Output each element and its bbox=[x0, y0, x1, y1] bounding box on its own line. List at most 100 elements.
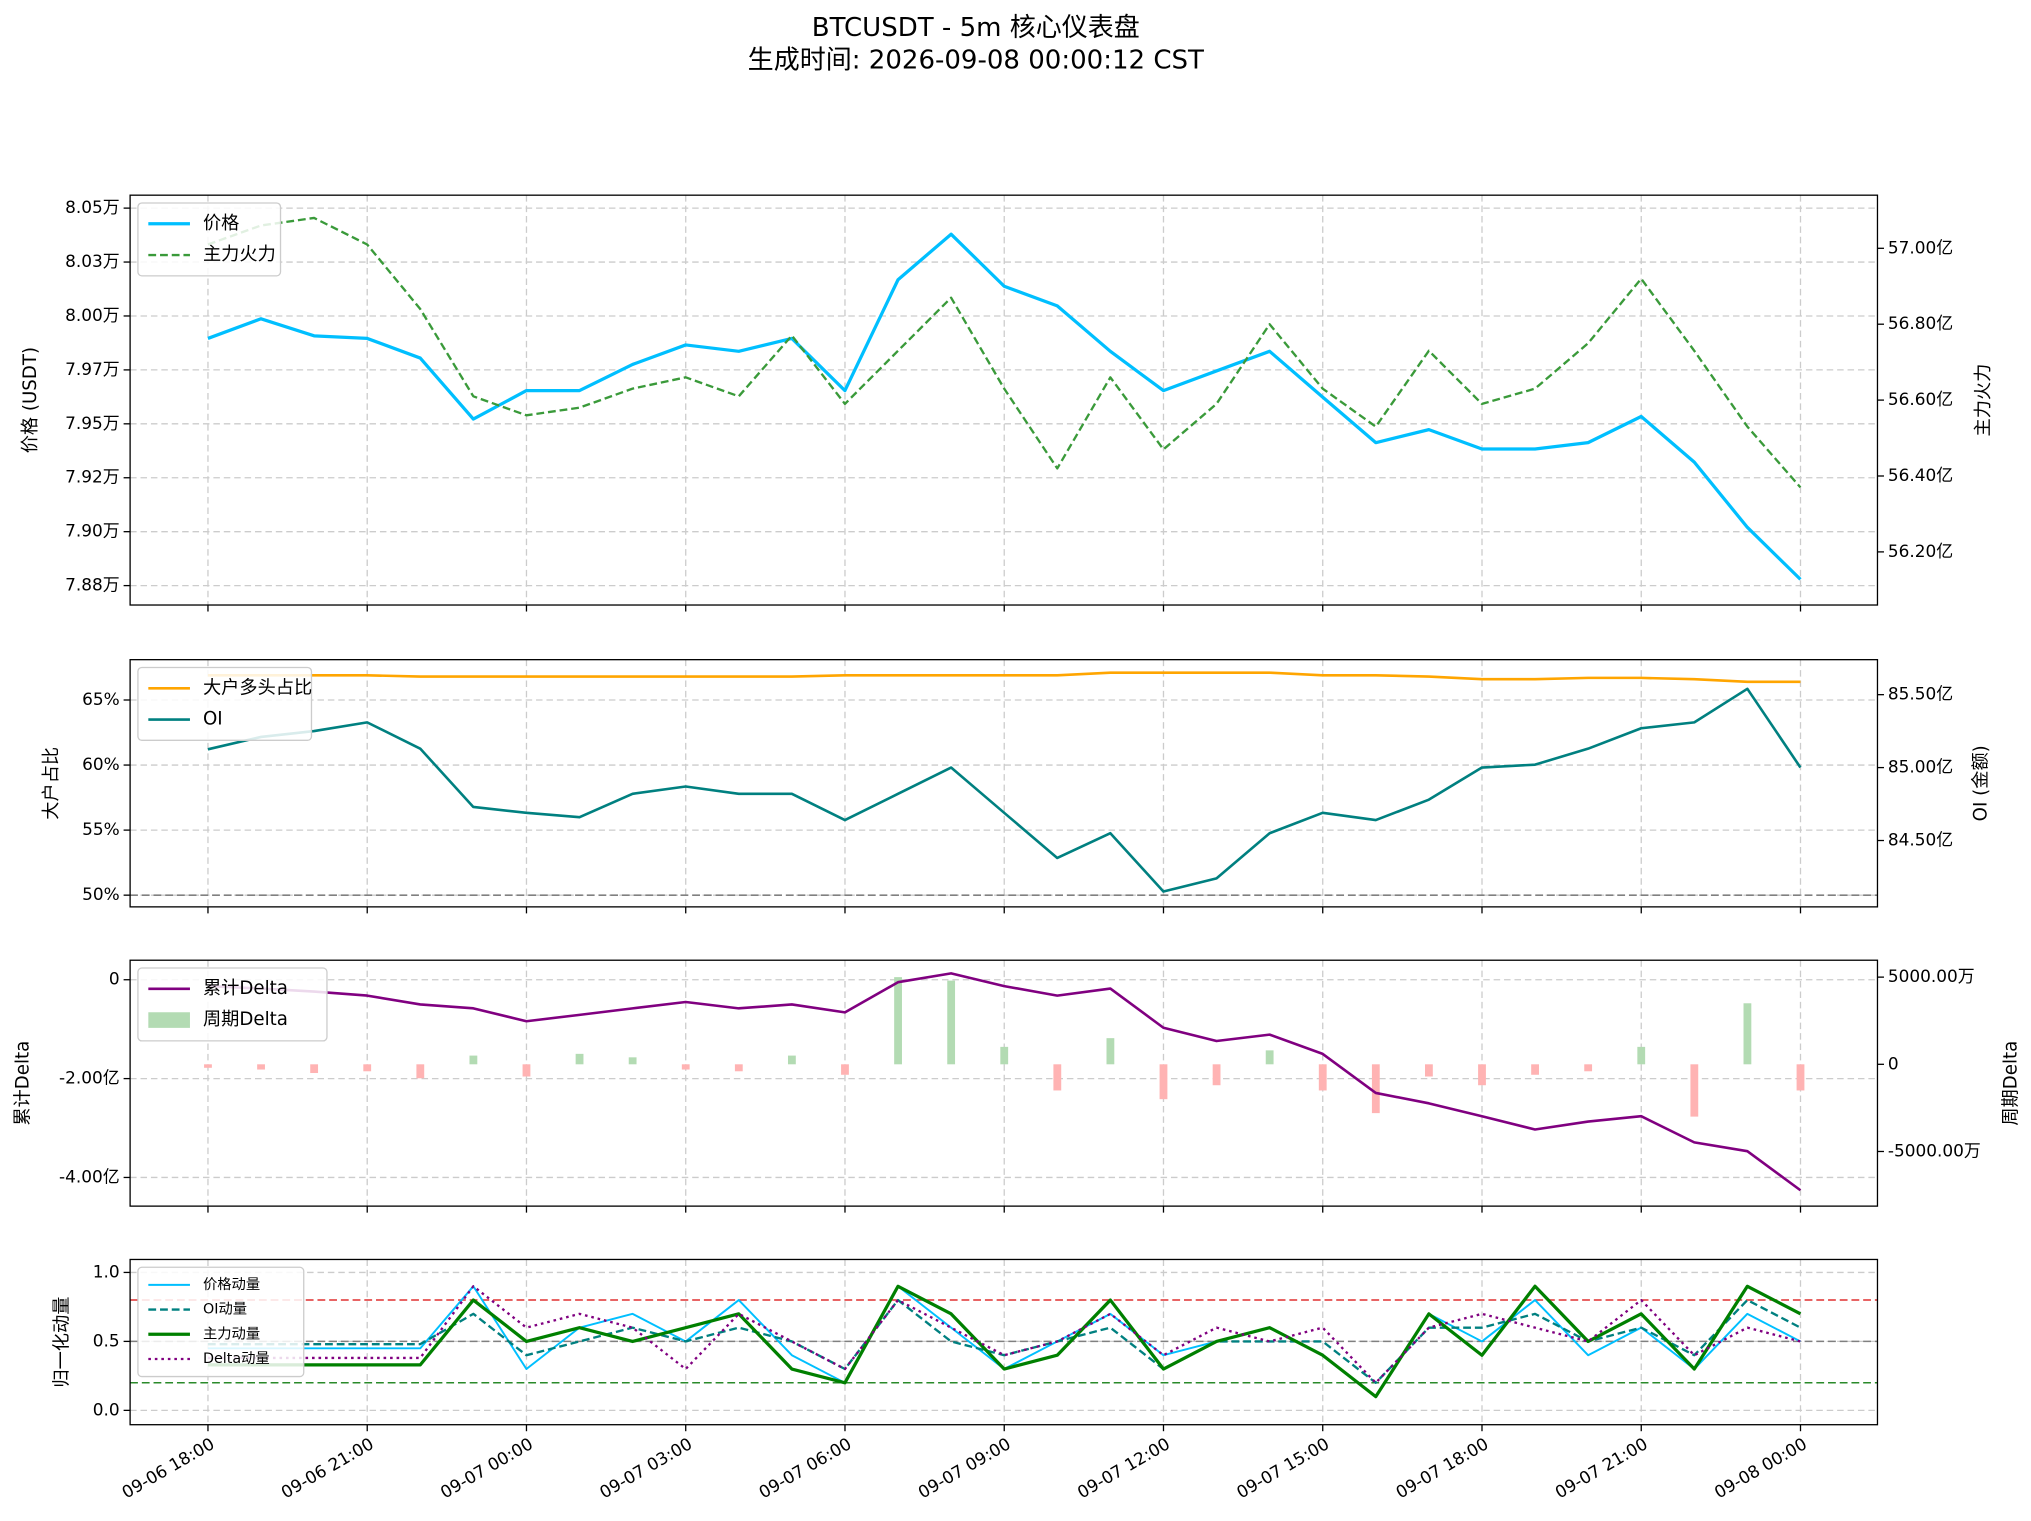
bar bbox=[1690, 1064, 1699, 1117]
y-tick-label: 0.0 bbox=[93, 1399, 120, 1419]
bar bbox=[575, 1053, 584, 1065]
legend-box bbox=[137, 202, 282, 277]
bar bbox=[681, 1064, 690, 1070]
legend-label: 累计Delta bbox=[203, 978, 288, 999]
bar bbox=[522, 1064, 531, 1077]
legend-label: 大户多头占比 bbox=[203, 677, 312, 698]
legend-label: 价格 bbox=[203, 213, 239, 234]
line bbox=[207, 671, 1801, 684]
x-tick-label: 09-07 12:00 bbox=[1074, 1433, 1173, 1502]
y-tick-label: 7.90万 bbox=[65, 521, 120, 541]
bar bbox=[1637, 1046, 1646, 1065]
x-tick-label: 09-07 09:00 bbox=[915, 1433, 1014, 1502]
y-tick-label: 55% bbox=[82, 819, 120, 839]
bar bbox=[787, 1055, 796, 1065]
bar bbox=[310, 1064, 319, 1074]
legend-label: 周期Delta bbox=[203, 1009, 288, 1030]
title: BTCUSDT - 5m 核心仪表盘 bbox=[812, 13, 1140, 43]
y2-tick-label: 56.60亿 bbox=[1888, 389, 1953, 409]
y-tick-label: 7.95万 bbox=[65, 413, 120, 433]
bar bbox=[1106, 1038, 1115, 1065]
line bbox=[207, 1298, 1801, 1384]
x-tick-label: 09-07 00:00 bbox=[437, 1433, 536, 1502]
line bbox=[207, 1284, 1802, 1399]
line bbox=[207, 972, 1802, 1192]
bar bbox=[1265, 1050, 1274, 1065]
x-tick-label: 09-07 18:00 bbox=[1392, 1433, 1491, 1502]
bar bbox=[204, 1064, 212, 1068]
bar bbox=[1212, 1064, 1221, 1086]
legend-label: 价格动量 bbox=[203, 1276, 260, 1293]
plot-frame bbox=[129, 1258, 1879, 1426]
x-tick-label: 09-07 06:00 bbox=[755, 1433, 854, 1502]
y-axis-label: 累计Delta bbox=[12, 1041, 33, 1126]
line bbox=[207, 687, 1802, 893]
y-tick-label: 7.88万 bbox=[65, 575, 120, 595]
y-tick-label: 1.0 bbox=[93, 1261, 120, 1281]
y-tick-label: 0 bbox=[109, 969, 120, 989]
y-tick-label: -2.00亿 bbox=[59, 1068, 120, 1088]
y-axis-label: 归一化动量 bbox=[51, 1297, 72, 1388]
y-tick-label: -4.00亿 bbox=[59, 1166, 120, 1186]
x-tick-label: 09-07 21:00 bbox=[1552, 1433, 1651, 1502]
y-tick-label: 0.5 bbox=[93, 1330, 120, 1350]
y-tick-label: 8.03万 bbox=[65, 251, 120, 271]
bar bbox=[894, 977, 902, 1065]
bar bbox=[1159, 1064, 1168, 1100]
y-tick-label: 8.05万 bbox=[65, 197, 120, 217]
y-tick-label: 50% bbox=[82, 884, 120, 904]
y2-axis-label: 主力火力 bbox=[1973, 364, 1994, 437]
x-tick-label: 09-06 21:00 bbox=[278, 1433, 377, 1502]
y2-axis-label: OI (金额) bbox=[1971, 745, 1992, 821]
subtitle: 生成时间: 2026-09-08 00:00:12 CST bbox=[748, 46, 1204, 76]
legend-label: OI动量 bbox=[203, 1301, 247, 1318]
bar bbox=[416, 1064, 425, 1079]
line bbox=[207, 216, 1802, 489]
y2-tick-label: 85.00亿 bbox=[1888, 757, 1953, 777]
bar bbox=[734, 1064, 743, 1072]
y2-tick-label: 56.40亿 bbox=[1888, 465, 1953, 485]
bar bbox=[363, 1064, 372, 1072]
bar bbox=[947, 980, 956, 1065]
legend-swatch bbox=[148, 1012, 190, 1028]
y-tick-label: 7.92万 bbox=[65, 467, 120, 487]
bar bbox=[1743, 1003, 1752, 1065]
plot-frame bbox=[129, 959, 1879, 1207]
y2-tick-label: 56.20亿 bbox=[1888, 541, 1953, 561]
legend-box bbox=[137, 666, 313, 741]
x-tick-label: 09-08 00:00 bbox=[1711, 1433, 1810, 1502]
y-tick-label: 60% bbox=[82, 754, 120, 774]
y-tick-label: 65% bbox=[82, 689, 120, 709]
plot-frame bbox=[129, 659, 1879, 908]
bar bbox=[841, 1064, 849, 1075]
y2-tick-label: 57.00亿 bbox=[1888, 237, 1953, 257]
line bbox=[207, 1285, 1801, 1384]
y2-tick-label: -5000.00万 bbox=[1888, 1140, 1981, 1160]
bar bbox=[1531, 1064, 1539, 1075]
y2-tick-label: 84.50亿 bbox=[1888, 830, 1953, 850]
x-tick-label: 09-06 18:00 bbox=[118, 1433, 217, 1502]
bar bbox=[628, 1057, 637, 1065]
y-tick-label: 8.00万 bbox=[65, 305, 120, 325]
bar bbox=[1425, 1064, 1433, 1077]
legend-label: 主力火力 bbox=[203, 244, 276, 265]
bar bbox=[1053, 1064, 1062, 1091]
legend-label: 主力动量 bbox=[203, 1325, 260, 1342]
y2-tick-label: 85.50亿 bbox=[1888, 684, 1953, 704]
x-tick-label: 09-07 15:00 bbox=[1233, 1433, 1332, 1502]
bar bbox=[1318, 1064, 1327, 1091]
y2-axis-label: 周期Delta bbox=[2000, 1041, 2021, 1126]
bar bbox=[469, 1055, 478, 1065]
y2-tick-label: 0 bbox=[1888, 1053, 1899, 1073]
y-axis-label: 价格 (USDT) bbox=[20, 347, 41, 453]
y-axis-label: 大户占比 bbox=[41, 747, 62, 820]
y-tick-label: 7.97万 bbox=[65, 359, 120, 379]
bar bbox=[1000, 1046, 1009, 1065]
bar bbox=[1371, 1064, 1380, 1114]
x-tick-label: 09-07 03:00 bbox=[596, 1433, 695, 1502]
plot-frame bbox=[129, 194, 1879, 606]
bar bbox=[257, 1064, 265, 1070]
legend-label: OI bbox=[203, 709, 223, 730]
